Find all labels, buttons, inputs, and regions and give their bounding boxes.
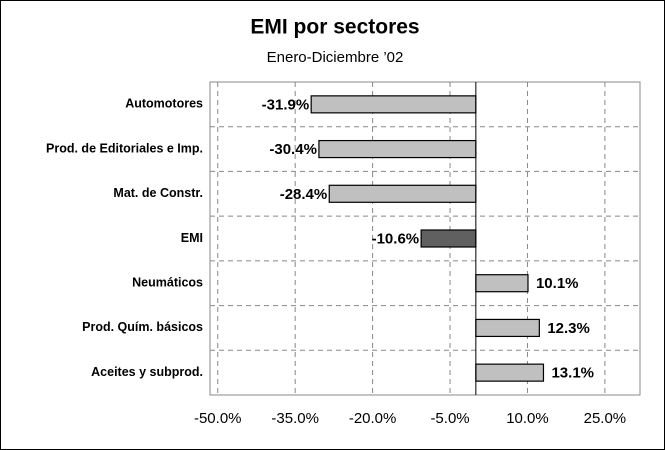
y-tick-label: Neumáticos — [132, 276, 203, 290]
x-tick-label: -35.0% — [271, 410, 319, 427]
chart-subtitle: Enero-Diciembre ’02 — [267, 49, 404, 66]
value-label: -31.9% — [262, 96, 310, 113]
x-tick-label: 25.0% — [584, 410, 627, 427]
y-tick-label: Mat. de Constr. — [113, 186, 203, 200]
value-label: 13.1% — [551, 365, 594, 382]
x-tick-label: -20.0% — [349, 410, 397, 427]
y-tick-label: Prod. Quím. básicos — [82, 320, 203, 334]
bar — [318, 139, 477, 159]
y-tick-label: Aceites y subprod. — [91, 365, 203, 379]
value-label: -28.4% — [280, 186, 328, 203]
y-tick-label: EMI — [181, 231, 203, 245]
y-tick-label: Automotores — [125, 97, 203, 111]
x-tick-label: -50.0% — [194, 410, 242, 427]
value-label: 10.1% — [536, 275, 579, 292]
bar — [310, 95, 477, 114]
value-label: -10.6% — [372, 230, 420, 247]
chart-title: EMI por sectores — [250, 16, 419, 39]
y-tick-label: Prod. de Editoriales e Imp. — [46, 141, 203, 155]
bar — [475, 363, 545, 382]
x-tick-label: 10.0% — [506, 410, 549, 427]
x-tick-label: -5.0% — [430, 410, 469, 427]
bar — [475, 274, 529, 293]
value-label: 12.3% — [547, 320, 590, 337]
bar — [328, 184, 477, 203]
bar — [420, 229, 477, 248]
value-label: -30.4% — [269, 141, 317, 158]
bar — [475, 318, 540, 338]
